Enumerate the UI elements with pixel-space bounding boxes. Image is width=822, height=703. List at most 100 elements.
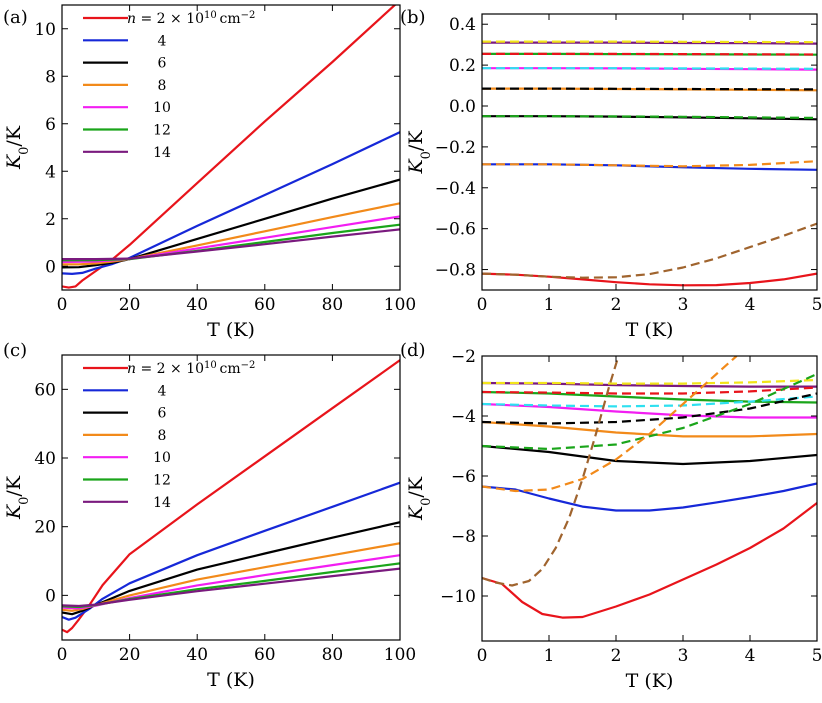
legend-label: 4 <box>158 33 167 49</box>
plot-frame <box>61 4 401 291</box>
series-line-10 <box>482 67 817 71</box>
x-tick-label: 0 <box>477 646 488 666</box>
series-line-14 <box>482 41 817 45</box>
legend-label: 4 <box>158 383 167 399</box>
panel-c: 0 20 40 60 80 100 0 20 40 60 T (K) K0/K (c) n = 2 × 1… <box>3 340 416 691</box>
panel-d: 0 1 2 3 4 5 −10 −8 −6 −4 −2 T (K) K0/K (d) <box>400 340 822 692</box>
y-axis-label: K0/K <box>405 476 434 521</box>
series-line-6 <box>482 444 817 466</box>
series-line-14 <box>482 381 817 388</box>
series-line-10 <box>482 402 817 419</box>
series-line-2 <box>62 5 397 289</box>
series-line-10 <box>62 215 400 264</box>
y-tick-label: −0.4 <box>435 179 476 199</box>
y-tick-label: 20 <box>34 518 56 538</box>
panel-tag: (a) <box>3 7 28 28</box>
x-tick-label: 3 <box>678 646 689 666</box>
x-tick-label: 60 <box>254 295 276 315</box>
x-tick-label: 5 <box>812 295 822 315</box>
x-tick-label: 0 <box>477 295 488 315</box>
series-line-6 <box>62 521 400 616</box>
x-tick-label: 80 <box>322 295 344 315</box>
series-group <box>62 359 400 634</box>
y-axis-label: K0/K <box>3 475 32 520</box>
series-group <box>482 356 817 619</box>
series-line-2 <box>62 359 400 634</box>
panel-a: 0 20 40 60 80 100 0 2 4 6 8 10 T (K) K0/K (a) n = 2 × 1… <box>3 4 416 341</box>
legend-label: n = 2 × 1010 cm−2 <box>127 360 255 378</box>
y-tick-label: 10 <box>34 20 56 40</box>
series-line-8 <box>482 87 817 92</box>
y-tick-label: 40 <box>34 449 56 469</box>
y-tick-label: −10 <box>440 587 476 607</box>
x-tick-label: 40 <box>186 645 208 665</box>
x-tick-label: 0 <box>57 645 68 665</box>
x-tick-label: 60 <box>254 645 276 665</box>
legend-label: 14 <box>153 495 171 511</box>
series-line-10 <box>62 554 400 610</box>
x-tick-label: 5 <box>812 646 822 666</box>
x-tick-label: 4 <box>745 646 756 666</box>
x-tick-label: 1 <box>544 295 555 315</box>
legend: n = 2 × 1010 cm−2 4 6 8 10 12 14 <box>83 10 255 161</box>
series-group <box>62 5 400 289</box>
y-tick-label: 0 <box>45 586 56 606</box>
y-tick-label: 0.4 <box>449 15 476 35</box>
series-line-12-approx <box>482 386 817 395</box>
y-tick-label: −0.6 <box>435 220 476 240</box>
x-tick-label: 100 <box>384 645 416 665</box>
legend: n = 2 × 1010 cm−2 4 6 8 10 12 14 <box>83 360 255 511</box>
legend-label: 14 <box>153 145 171 161</box>
panel-tag: (d) <box>400 340 426 361</box>
series-line-6 <box>482 115 817 121</box>
series-line-4 <box>62 481 400 621</box>
series-group <box>482 40 817 287</box>
y-tick-label: 0 <box>45 257 56 277</box>
x-tick-label: 40 <box>186 295 208 315</box>
y-tick-label: 8 <box>45 67 56 87</box>
y-tick-label: −8 <box>451 527 476 547</box>
legend-label: 12 <box>153 123 171 139</box>
series-line-2-approx <box>482 356 620 587</box>
x-axis-label: T (K) <box>207 669 255 691</box>
x-tick-label: 1 <box>544 646 555 666</box>
y-axis-label: K0/K <box>405 130 434 175</box>
series-line-8-approx <box>482 392 817 425</box>
series-line-2 <box>482 502 817 619</box>
y-tick-label: −0.2 <box>435 138 476 158</box>
y-tick-label: 4 <box>45 162 56 182</box>
series-line-4 <box>482 163 817 171</box>
panel-b: 0 1 2 3 4 5 −0.8 −0.6 −0.4 −0.2 0.0 0.2 0.4 T (K) K0/K… <box>400 7 822 341</box>
x-axis-label: T (K) <box>207 319 255 341</box>
x-tick-label: 2 <box>611 646 622 666</box>
legend-label: 8 <box>158 428 167 444</box>
y-tick-label: −0.8 <box>435 261 476 281</box>
x-tick-label: 4 <box>745 295 756 315</box>
series-line-14 <box>62 567 400 608</box>
panel-tag: (b) <box>400 7 426 28</box>
y-tick-label: 0.0 <box>449 97 476 117</box>
series-line-14-approx <box>482 378 817 385</box>
x-tick-label: 20 <box>119 295 141 315</box>
y-axis-label: K0/K <box>3 125 32 170</box>
y-tick-label: 0.2 <box>449 56 476 76</box>
legend-label: 10 <box>153 450 171 466</box>
series-line-4 <box>482 482 817 512</box>
x-tick-label: 80 <box>322 645 344 665</box>
series-line-12 <box>482 52 817 56</box>
x-tick-label: 3 <box>678 295 689 315</box>
legend-label: n = 2 × 1010 cm−2 <box>127 10 255 28</box>
x-tick-label: 100 <box>384 295 416 315</box>
series-line-14 <box>62 228 400 261</box>
x-tick-label: 2 <box>611 295 622 315</box>
series-line-12 <box>482 390 817 404</box>
y-tick-label: −2 <box>451 347 476 367</box>
panel-tag: (c) <box>3 340 27 361</box>
legend-label: 12 <box>153 473 171 489</box>
legend-label: 6 <box>158 406 167 422</box>
plot-frame <box>481 13 818 291</box>
series-line-2 <box>482 272 817 287</box>
y-tick-label: 2 <box>45 210 56 230</box>
y-tick-label: −4 <box>451 407 476 427</box>
